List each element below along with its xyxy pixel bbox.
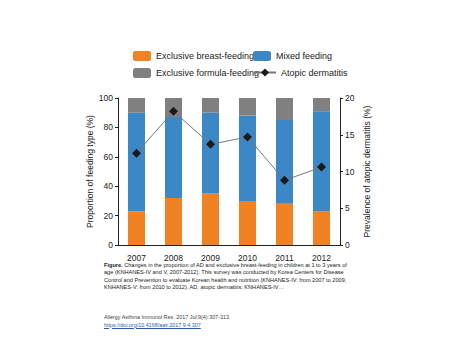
- svg-text:2007: 2007: [127, 253, 146, 263]
- svg-text:40: 40: [104, 181, 114, 191]
- svg-text:Mixed feeding: Mixed feeding: [276, 51, 332, 61]
- svg-text:Exclusive breast-feeding: Exclusive breast-feeding: [156, 51, 254, 61]
- svg-text:2008: 2008: [164, 253, 183, 263]
- html-text:https://doi.org/10.4168/aair.2: https://doi.org/10.4168/aair.2017.9.4.30…: [104, 321, 201, 328]
- svg-text:Prevalence of atopic dermatiti: Prevalence of atopic dermatitis (%): [362, 105, 372, 237]
- html-text:Figure. Changes in the proport: Figure. Changes in the proportion of AD …: [104, 262, 347, 291]
- svg-text:2009: 2009: [201, 253, 220, 263]
- svg-text:20: 20: [345, 93, 355, 103]
- svg-text:5: 5: [345, 203, 350, 213]
- svg-text:80: 80: [104, 122, 114, 132]
- svg-text:0: 0: [345, 240, 350, 250]
- svg-text:60: 60: [104, 152, 114, 162]
- svg-text:15: 15: [345, 130, 355, 140]
- svg-text:2011: 2011: [275, 253, 294, 263]
- svg-text:Atopic dermatitis: Atopic dermatitis: [281, 68, 348, 78]
- svg-text:Exclusive formula-feeding: Exclusive formula-feeding: [156, 68, 259, 78]
- svg-text:Proportion of feeding type (%): Proportion of feeding type (%): [85, 115, 95, 228]
- html-text:Allergy Asthma Immunol Res. 20: Allergy Asthma Immunol Res. 2017 Jul;9(4…: [104, 314, 231, 320]
- svg-text:10: 10: [345, 167, 355, 177]
- svg-text:0: 0: [108, 240, 113, 250]
- svg-text:100: 100: [99, 93, 113, 103]
- svg-text:2012: 2012: [312, 253, 331, 263]
- svg-text:2010: 2010: [238, 253, 257, 263]
- svg-text:20: 20: [104, 211, 114, 221]
